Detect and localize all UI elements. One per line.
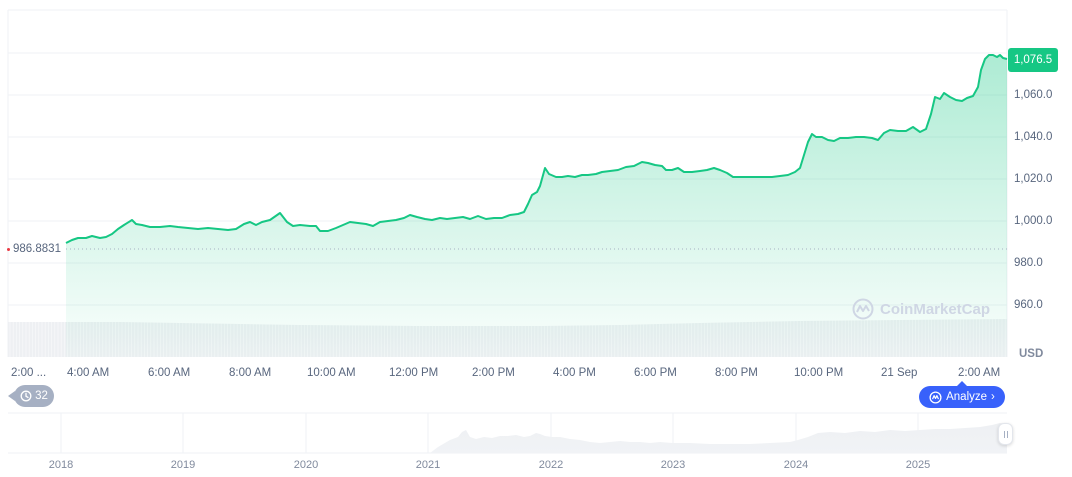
x-tick-label: 12:00 PM <box>389 367 439 379</box>
navigator-area <box>8 423 1007 453</box>
x-tick-label: 2:00 ... <box>11 367 47 379</box>
price-area-fill <box>66 55 1007 357</box>
cmc-ai-icon <box>929 390 942 404</box>
x-tick-label: 2:00 PM <box>472 367 515 379</box>
currency-label: USD <box>1019 348 1044 360</box>
navigator-year-label: 2025 <box>905 459 931 471</box>
baseline-price-label: 986.8831 <box>13 243 61 255</box>
x-tick-label: 8:00 PM <box>715 367 758 379</box>
coinmarketcap-watermark: CoinMarketCap <box>852 298 990 320</box>
chevron-right-icon: › <box>991 391 995 403</box>
baseline-marker-icon <box>7 248 10 251</box>
x-tick-label: 6:00 AM <box>148 367 191 379</box>
y-tick-label: 960.0 <box>1014 299 1043 311</box>
analyze-button[interactable]: Analyze › <box>919 381 1005 408</box>
coinmarketcap-logo-icon <box>852 298 874 320</box>
event-history-badge[interactable]: 32 <box>8 385 54 407</box>
navigator-year-label: 2021 <box>415 459 441 471</box>
x-tick-label: 10:00 AM <box>307 367 356 379</box>
x-tick-label: 6:00 PM <box>634 367 677 379</box>
y-tick-label: 1,060.0 <box>1014 89 1053 101</box>
y-tick-label: 1,000.0 <box>1014 215 1053 227</box>
watermark-text: CoinMarketCap <box>880 300 991 318</box>
x-tick-label: 4:00 PM <box>553 367 596 379</box>
x-tick-label: 8:00 AM <box>229 367 272 379</box>
current-price-tag: 1,076.5 <box>1008 48 1058 72</box>
navigator-range-handle[interactable] <box>998 423 1013 445</box>
event-count: 32 <box>35 390 48 402</box>
navigator-year-label: 2018 <box>48 459 74 471</box>
navigator-year-label: 2023 <box>660 459 686 471</box>
navigator-year-label: 2024 <box>783 459 809 471</box>
y-tick-label: 1,040.0 <box>1014 131 1053 143</box>
y-tick-label: 1,020.0 <box>1014 173 1053 185</box>
analyze-label: Analyze <box>946 391 988 403</box>
navigator-year-label: 2022 <box>538 459 564 471</box>
navigator[interactable] <box>8 412 1007 454</box>
y-tick-label: 980.0 <box>1014 257 1043 269</box>
history-clock-icon <box>20 390 32 402</box>
x-tick-label: 4:00 AM <box>67 367 110 379</box>
x-tick-label: 10:00 PM <box>794 367 844 379</box>
x-tick-label: 21 Sep <box>881 367 918 379</box>
x-tick-label: 2:00 AM <box>958 367 1001 379</box>
navigator-year-label: 2019 <box>170 459 196 471</box>
navigator-year-label: 2020 <box>293 459 319 471</box>
price-line <box>65 54 1008 244</box>
